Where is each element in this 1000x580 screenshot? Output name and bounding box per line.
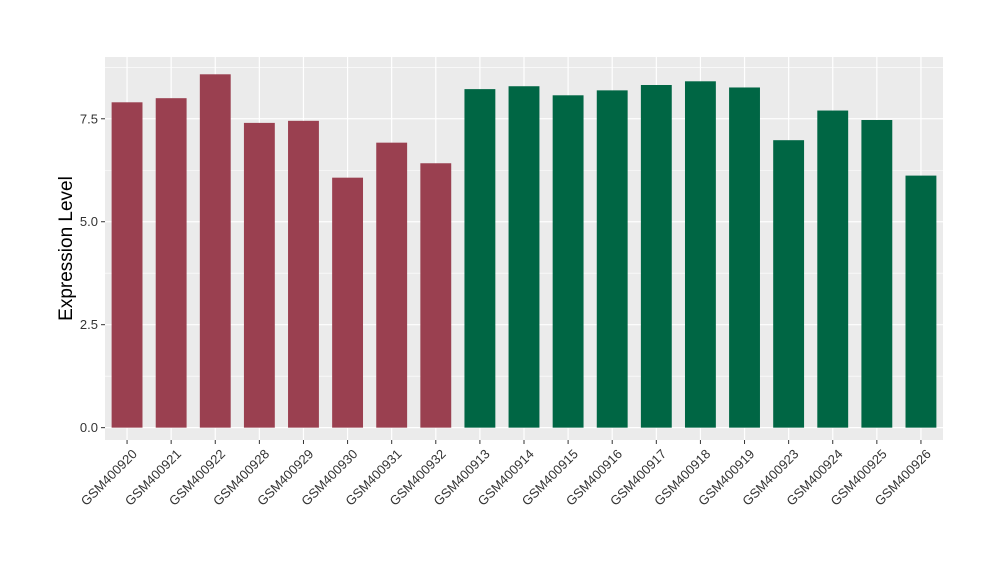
bar-GSM400917 [640, 85, 672, 428]
bar-GSM400915 [552, 95, 584, 428]
x-axis-ticks: GSM400920GSM400921GSM400922GSM400928GSM4… [78, 440, 934, 509]
bar-GSM400918 [684, 81, 716, 428]
bar-GSM400926 [905, 175, 937, 428]
y-tick-label: 5.0 [80, 214, 98, 229]
bar-GSM400922 [199, 74, 231, 428]
bar-GSM400919 [729, 87, 760, 428]
y-tick-label: 0.0 [80, 420, 98, 435]
bar-GSM400920 [111, 102, 143, 428]
y-tick-label: 2.5 [80, 317, 98, 332]
y-tick-label: 7.5 [80, 111, 98, 126]
bar-GSM400930 [332, 177, 364, 428]
bars-group [111, 74, 937, 428]
bar-GSM400916 [596, 90, 628, 428]
bar-GSM400925 [861, 120, 893, 428]
bar-GSM400913 [464, 89, 496, 428]
bar-GSM400921 [155, 98, 187, 428]
bar-GSM400928 [243, 122, 275, 428]
y-axis-ticks: 0.0 2.5 5.0 7.5 [80, 111, 105, 435]
bar-GSM400932 [420, 163, 452, 428]
bar-GSM400931 [376, 142, 408, 428]
bar-GSM400923 [773, 140, 805, 428]
bar-GSM400924 [817, 110, 849, 428]
bar-GSM400914 [508, 86, 540, 428]
y-axis-title: Expression Level [56, 176, 77, 321]
bar-GSM400929 [288, 120, 319, 428]
